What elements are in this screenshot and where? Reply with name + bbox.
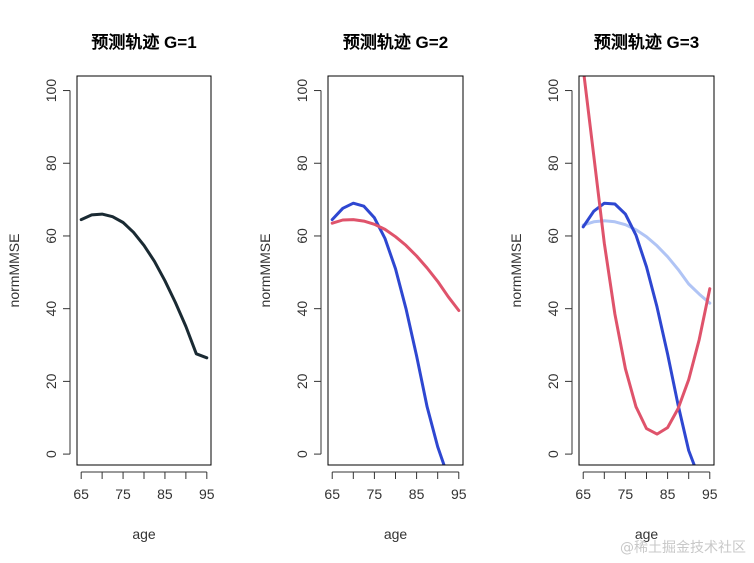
y-tick-label: 20: [545, 373, 561, 389]
plot-frame: [76, 75, 212, 466]
x-axis-label: age: [132, 526, 156, 542]
x-tick-label: 75: [115, 486, 131, 502]
y-tick-label: 60: [545, 228, 561, 244]
series-line-1: [79, 212, 209, 360]
x-tick-label: 65: [575, 486, 591, 502]
y-tick-label: 0: [545, 450, 561, 458]
y-tick-label: 60: [294, 228, 310, 244]
y-tick-label: 40: [43, 301, 59, 317]
y-tick-label: 20: [294, 373, 310, 389]
y-tick-label: 80: [294, 155, 310, 171]
y-tick-label: 80: [545, 155, 561, 171]
x-tick-label: 85: [157, 486, 173, 502]
y-tick-label: 40: [294, 301, 310, 317]
series-line-1: [581, 219, 712, 305]
chart-panel-1: 预测轨迹 G=1 65 75 85 95 age 0 20 40 60 80 100 normMMSE: [6, 32, 215, 542]
x-axis-label: age: [635, 526, 659, 542]
plot-frame: [578, 75, 715, 466]
x-tick-label: 75: [618, 486, 634, 502]
chart-panel-2: 预测轨迹 G=2 65 75 85 95 age 0 20 40 60 80 100 normMMSE: [257, 32, 467, 542]
x-tick-label: 95: [451, 486, 467, 502]
y-tick-label: 60: [43, 228, 59, 244]
y-tick-label: 20: [43, 373, 59, 389]
x-axis-label: age: [384, 526, 408, 542]
chart-title: 预测轨迹 G=1: [91, 32, 196, 52]
series-line-3: [582, 76, 712, 436]
y-tick-label: 80: [43, 155, 59, 171]
x-tick-label: 95: [199, 486, 215, 502]
chart-title: 预测轨迹 G=2: [343, 32, 448, 52]
y-tick-label: 40: [545, 301, 561, 317]
x-tick-label: 85: [660, 486, 676, 502]
y-tick-label: 100: [545, 79, 561, 103]
y-tick-label: 0: [294, 450, 310, 458]
x-tick-label: 95: [702, 486, 718, 502]
watermark: @稀土掘金技术社区: [620, 540, 746, 556]
x-tick-label: 85: [409, 486, 425, 502]
y-axis-label: normMMSE: [508, 234, 524, 308]
y-tick-label: 0: [43, 450, 59, 458]
y-axis-label: normMMSE: [6, 234, 22, 308]
chart-title: 预测轨迹 G=3: [594, 32, 699, 52]
x-tick-label: 65: [324, 486, 340, 502]
x-tick-label: 65: [73, 486, 89, 502]
chart-panel-3: 预测轨迹 G=3 65 75 85 95 age 0 20 40 60 80 100 normMMSE: [508, 32, 718, 542]
series-line-1: [330, 201, 446, 465]
y-axis-label: normMMSE: [257, 234, 273, 308]
series-line-2: [330, 218, 461, 312]
y-tick-label: 100: [43, 79, 59, 103]
x-tick-label: 75: [367, 486, 383, 502]
plot-frame: [327, 75, 464, 466]
y-tick-label: 100: [294, 79, 310, 103]
series-line-2: [581, 201, 696, 465]
